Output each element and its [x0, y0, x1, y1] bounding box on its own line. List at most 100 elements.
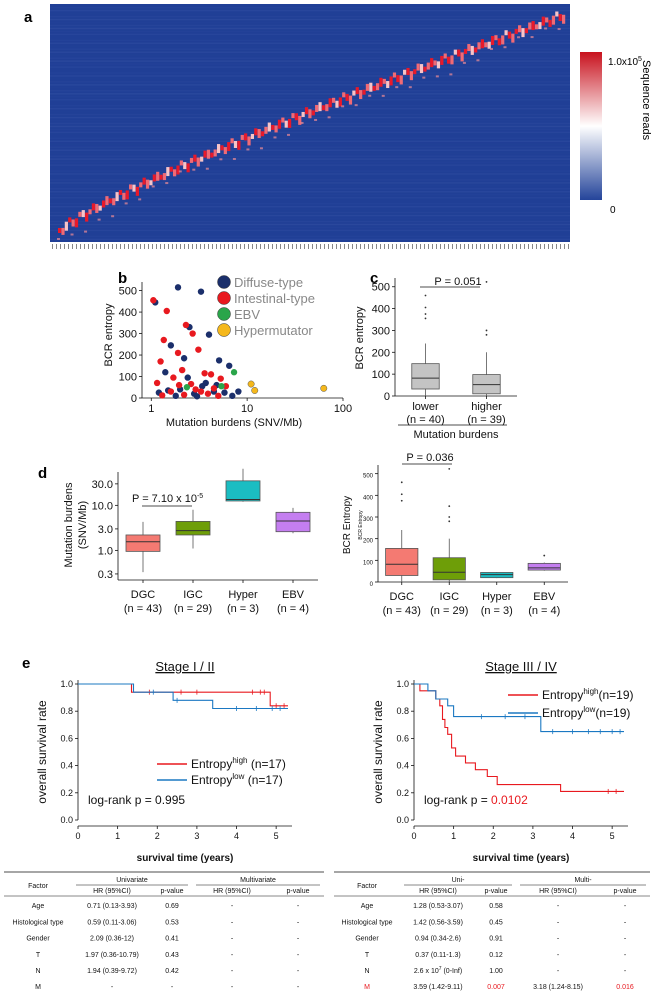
- heatmap-texture-row: [50, 81, 570, 83]
- heatmap-cell: [338, 97, 342, 107]
- heatmap-cell: [551, 15, 556, 25]
- heatmap-cell: [545, 17, 549, 23]
- table-cell-uni-hr: 1.42 (0.56-3.59): [413, 919, 463, 926]
- heatmap-texture-row: [50, 54, 570, 55]
- table-cell-factor: T: [365, 952, 370, 959]
- km-curve: [414, 683, 624, 733]
- legend-marker-intestinal-type: [217, 291, 231, 305]
- heatmap-cell: [68, 217, 72, 223]
- scatter-point-intestinal-type: [210, 385, 218, 392]
- table-cell-uni-hr: 0.94 (0.34-2.6): [415, 936, 461, 943]
- heatmap-sample-label: [416, 244, 417, 249]
- heatmap-sample-label: [152, 244, 153, 249]
- heatmap-texture-row: [50, 223, 570, 226]
- cox-table-stage-i-ii: Factor Univariate Multivariate HR (95%CI) p-…: [4, 871, 324, 991]
- heatmap-cell: [257, 129, 261, 139]
- table-cell-multi-hr: -: [557, 952, 560, 959]
- heatmap-texture-row: [50, 39, 570, 42]
- km-right-legend-low-label-sup: low: [583, 705, 595, 714]
- y-tick-label-b: 300: [119, 329, 137, 341]
- scatter-point-diffuse-type: [226, 362, 233, 369]
- heatmap-cell: [325, 104, 329, 112]
- heatmap-texture-row: [50, 63, 570, 65]
- heatmap-sample-label: [552, 244, 553, 249]
- heatmap-sample-label: [96, 244, 97, 249]
- scatter-point-diffuse-type: [229, 392, 236, 400]
- y-tick-label: 1.0: [98, 545, 113, 557]
- heatmap-cell: [315, 104, 319, 112]
- heatmap-sample-label: [540, 244, 541, 249]
- colorbar: [580, 52, 602, 200]
- heatmap-sample-label: [376, 244, 377, 249]
- heatmap-cell: [91, 203, 96, 211]
- y-axis-label-d2: BCR Entropy: [342, 496, 353, 554]
- heatmap-cell-minor: [84, 230, 88, 233]
- scatter-point-intestinal-type: [182, 321, 190, 329]
- heatmap-sample-label: [120, 244, 121, 249]
- heatmap-cell-minor: [395, 86, 399, 89]
- heatmap-cell: [281, 117, 285, 123]
- heatmap-sample-label: [204, 244, 205, 249]
- scatter-point-intestinal-type: [189, 330, 196, 337]
- table-cell-uni-hr-tail: (0-Inf): [442, 968, 463, 975]
- heatmap-sample-label: [492, 244, 493, 249]
- heatmap-cell-minor: [111, 215, 115, 218]
- y-tick-label: 0.3: [98, 569, 113, 581]
- heatmap-cell: [271, 124, 275, 130]
- heatmap-sample-label: [452, 244, 453, 249]
- heatmap-sample-label: [528, 244, 529, 249]
- heatmap-sample-label: [72, 244, 73, 249]
- heatmap-texture-row: [50, 188, 570, 190]
- category-label: DGC: [390, 591, 415, 603]
- category-n-label: (n = 39): [467, 414, 505, 426]
- scatter-point-intestinal-type: [201, 370, 208, 377]
- heatmap-cell: [105, 196, 109, 206]
- table-cell-multi-p: -: [624, 936, 627, 943]
- heatmap-cell-minor: [273, 136, 277, 139]
- table-cell-uni-hr: -: [111, 984, 114, 991]
- heatmap-cell: [541, 16, 545, 26]
- heatmap-cell: [555, 11, 559, 17]
- x-tick-label-b: 1: [148, 403, 154, 415]
- km-left-legend-low-label-sup: low: [232, 772, 244, 781]
- heatmap-sample-label: [160, 244, 161, 249]
- heatmap-texture-row: [50, 78, 570, 79]
- heatmap-cell: [463, 48, 468, 54]
- km-curve: [78, 683, 288, 710]
- box-outlier: [485, 333, 488, 336]
- heatmap-texture-row: [50, 84, 570, 86]
- km-x-tick-label: 1: [451, 831, 456, 841]
- km-right-legend-low-label-n: (n=19): [595, 706, 630, 720]
- table-cell-multi-hr: -: [557, 968, 560, 975]
- heatmap-texture-row: [50, 15, 570, 18]
- heatmap-sample-label: [124, 244, 125, 249]
- heatmap-sample-label: [100, 244, 101, 249]
- km-x-tick-label: 0: [411, 831, 416, 841]
- km-y-tick-label: 0.2: [396, 788, 409, 798]
- table-header-p-multi: p-value: [287, 888, 310, 895]
- heatmap-sample-label: [536, 244, 537, 249]
- heatmap-sample-label: [404, 244, 405, 249]
- scatter-point-intestinal-type: [178, 366, 186, 374]
- heatmap-sample-label: [312, 244, 313, 249]
- table-cell-factor: Age: [361, 903, 374, 910]
- colorbar-min-label: 0: [610, 205, 616, 216]
- km-y-axis-label: overall survival rate: [35, 700, 49, 804]
- heatmap-sample-label: [432, 244, 433, 249]
- heatmap-cell: [355, 87, 359, 95]
- heatmap-cell: [247, 136, 251, 146]
- x-axis-label-b: Mutation burdens (SNV/Mb): [166, 417, 302, 429]
- panel-b-label: b: [118, 270, 127, 287]
- heatmap-cell-minor: [354, 104, 358, 107]
- box-igc: [432, 557, 466, 581]
- table-cell-multi-hr: -: [231, 968, 234, 975]
- heatmap-sample-label: [208, 244, 209, 249]
- heatmap-cell: [101, 200, 106, 208]
- table-cell-uni-p: 0.91: [489, 936, 503, 943]
- scatter-point-diffuse-type: [184, 374, 191, 381]
- heatmap-texture-row: [50, 33, 570, 36]
- heatmap-texture-row: [50, 13, 570, 14]
- table-header-multi: Multi-: [574, 877, 592, 884]
- scatter-point-intestinal-type: [195, 346, 202, 353]
- p-value-d2: P = 0.036: [406, 452, 453, 464]
